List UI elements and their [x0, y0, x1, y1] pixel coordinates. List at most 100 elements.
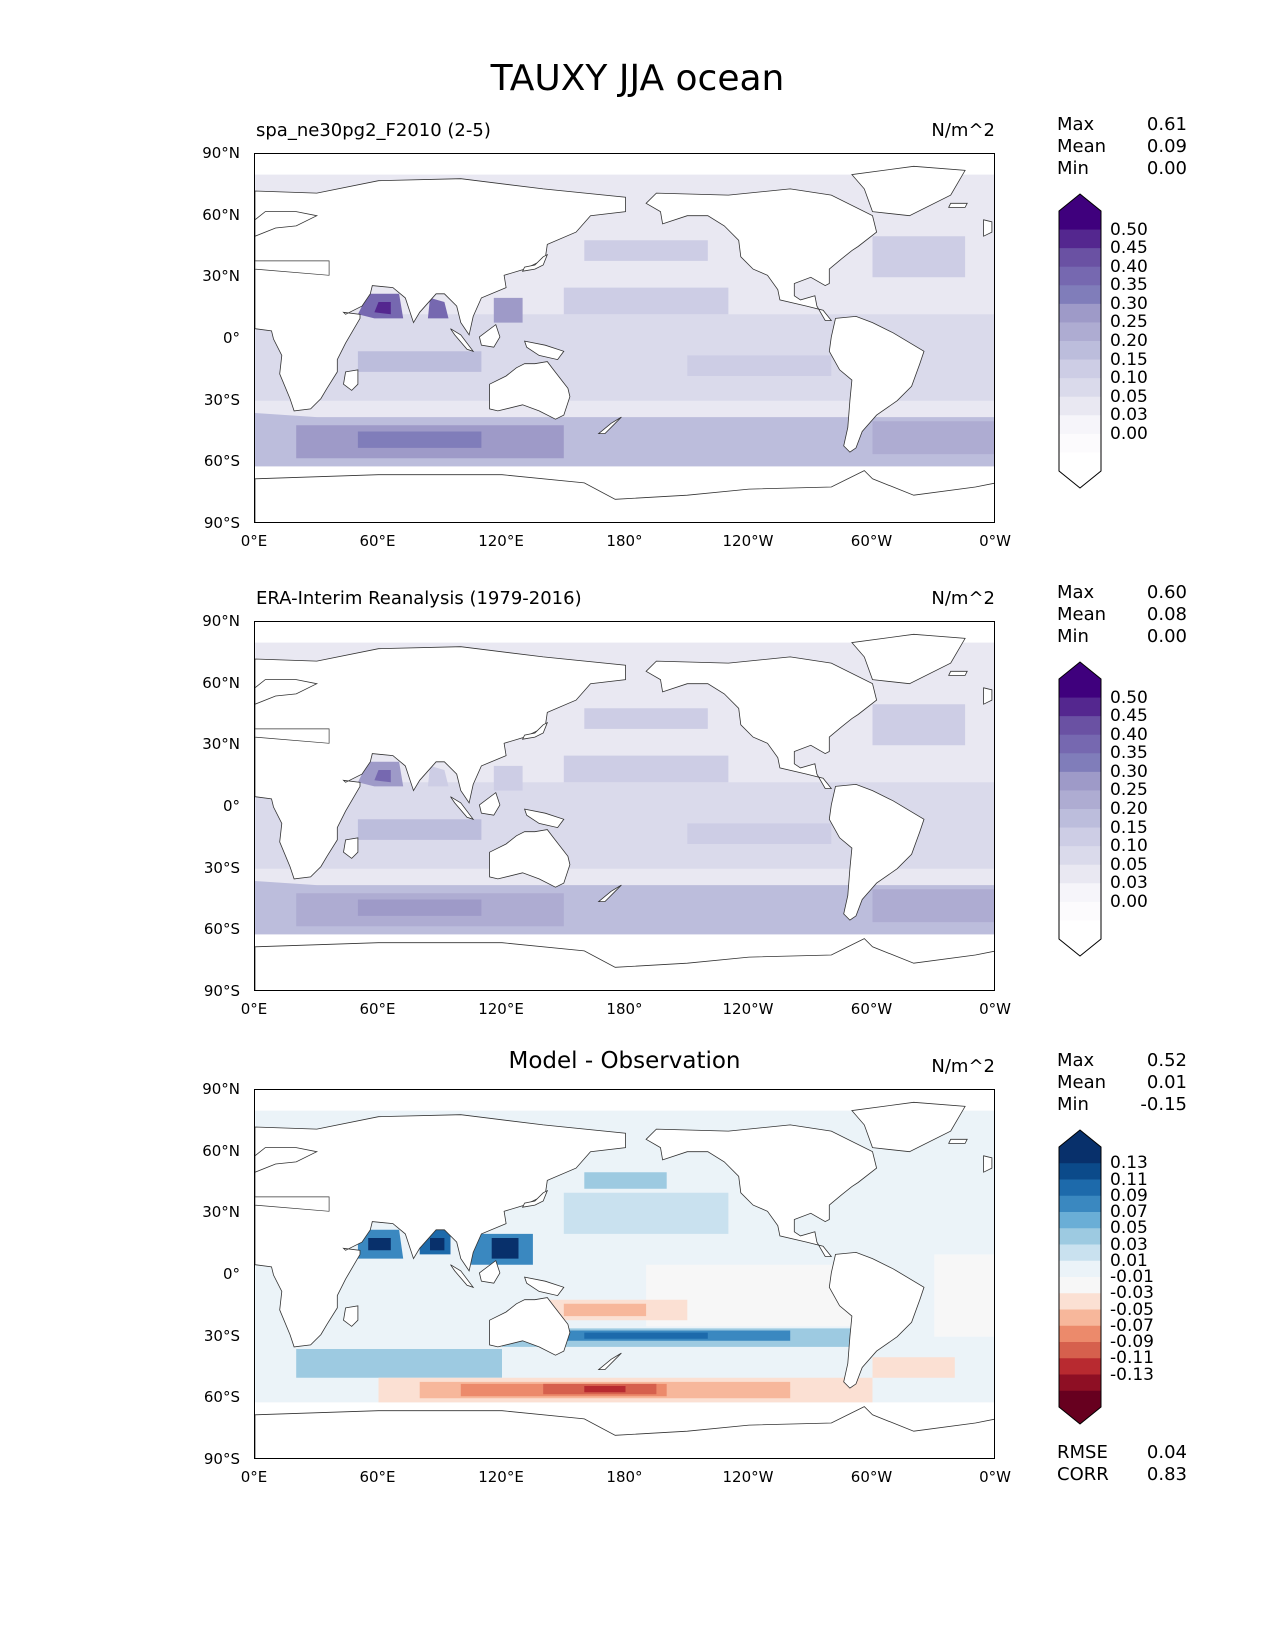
lat-tick-label: 90°S: [203, 982, 240, 1000]
colorbar-tick-label: 0.05: [1110, 854, 1148, 875]
lat-tick-label: 60°N: [202, 1141, 240, 1160]
lon-tick-label: 60°E: [359, 1000, 396, 1018]
colorbar-tick-label: 0.35: [1110, 743, 1148, 764]
stat-min-label: Min: [1057, 626, 1089, 647]
lon-tick-label: 180°: [606, 1000, 643, 1018]
stats-box: Max 0.52 Mean 0.01 Min -0.15: [1057, 1050, 1187, 1116]
colorbar-tick-label: 0.00: [1110, 423, 1148, 444]
colorbar-tick-label: 0.45: [1110, 706, 1148, 727]
stat-max-label: Max: [1057, 582, 1095, 603]
colorbar-swatch: [1059, 901, 1101, 921]
lat-tick-label: 30°S: [203, 1326, 240, 1345]
lat-tick-label: 30°S: [203, 390, 240, 409]
colorbar-tick-label: 0.40: [1110, 256, 1148, 277]
colorbar-swatch: [1059, 229, 1101, 249]
stat-mean-label: Mean: [1057, 1072, 1107, 1093]
colorbar: [1058, 193, 1102, 489]
colorbar-tick-label: 0.05: [1110, 386, 1148, 407]
colorbar-swatch: [1059, 1195, 1101, 1213]
colorbar-swatch: [1059, 846, 1101, 866]
colorbar-tick-label: -0.09: [1110, 1332, 1154, 1352]
colorbar-tick-label: 0.20: [1110, 799, 1148, 819]
colorbar-tick-label: 0.50: [1110, 219, 1148, 240]
colorbar-swatch: [1059, 211, 1101, 231]
colorbar-tick-label: 0.05: [1110, 1218, 1148, 1239]
lon-tick-label: 0°W: [979, 532, 1011, 550]
panel-title: ERA-Interim Reanalysis (1979-2016): [256, 588, 582, 609]
lat-tick-label: 60°S: [203, 920, 240, 939]
colorbar-swatch: [1059, 753, 1101, 773]
lon-tick-label: 0°E: [240, 1468, 268, 1486]
colorbar-tick-label: 0.11: [1110, 1169, 1148, 1190]
colorbar-swatch: [1059, 378, 1101, 398]
colorbar-extend-top: [1059, 662, 1101, 679]
colorbar-tick-label: 0.03: [1110, 1234, 1148, 1255]
colorbar-extend-bottom: [1059, 939, 1101, 956]
panel-units: N/m^2: [931, 588, 995, 609]
colorbar-tick-label: 0.01: [1110, 1250, 1148, 1271]
colorbar-swatch: [1059, 920, 1101, 940]
lon-tick-label: 60°W: [850, 532, 893, 550]
colorbar-swatch: [1059, 266, 1101, 286]
lat-tick-label: 90°N: [202, 612, 240, 630]
colorbar-tick-label: 0.35: [1110, 275, 1148, 296]
colorbar-tick-label: -0.11: [1110, 1348, 1154, 1369]
colorbar-swatch: [1059, 790, 1101, 810]
lat-tick-label: 90°N: [202, 144, 240, 162]
rmse-label: RMSE: [1057, 1442, 1108, 1463]
lat-tick-label: 90°N: [202, 1080, 240, 1098]
coastlines: [255, 1101, 994, 1458]
lon-tick-label: 0°E: [240, 532, 268, 550]
lon-tick-label: 60°W: [850, 1000, 893, 1018]
stat-max-value: 0.52: [1146, 1050, 1187, 1071]
colorbar-swatch: [1059, 322, 1101, 342]
colorbar-swatch: [1059, 1293, 1101, 1310]
colorbar-extend-top: [1059, 194, 1101, 211]
coastlines: [255, 633, 994, 990]
colorbar-tick-label: 0.40: [1110, 724, 1148, 745]
lon-tick-label: 180°: [606, 1468, 643, 1486]
lon-tick-label: 120°E: [478, 532, 524, 550]
colorbar-swatch: [1059, 1390, 1101, 1408]
colorbar-tick-label: 0.25: [1110, 780, 1148, 801]
panel-units: N/m^2: [931, 1056, 995, 1077]
colorbar-tick-label: 0.10: [1110, 836, 1148, 857]
lon-tick-label: 120°W: [722, 1468, 774, 1486]
colorbar-tick-label: 0.25: [1110, 312, 1148, 333]
lon-tick-label: 120°E: [478, 1000, 524, 1018]
colorbar-tick-label: 0.07: [1110, 1202, 1148, 1222]
map-plot: [254, 1089, 995, 1459]
stat-min-value: 0.00: [1146, 626, 1187, 647]
lon-tick-label: 120°W: [722, 532, 774, 550]
map-plot: [254, 153, 995, 523]
lat-tick-label: 90°S: [203, 514, 240, 532]
lat-tick-label: 60°S: [203, 1388, 240, 1407]
colorbar-swatch: [1059, 1212, 1101, 1229]
lon-tick-label: 60°E: [359, 1468, 396, 1486]
colorbar-swatch: [1059, 415, 1101, 435]
colorbar-tick-label: -0.07: [1110, 1315, 1154, 1336]
colorbar-swatch: [1059, 697, 1101, 717]
colorbar-swatch: [1059, 303, 1101, 323]
colorbar-swatch: [1059, 734, 1101, 754]
stat-min-value: 0.00: [1146, 158, 1187, 179]
lat-tick-label: 0°: [222, 1265, 240, 1283]
colorbar-extend-bottom: [1059, 471, 1101, 488]
colorbar-tick-label: 0.50: [1110, 687, 1148, 708]
colorbar-swatch: [1059, 1244, 1101, 1262]
colorbar-swatch: [1059, 1277, 1101, 1294]
lon-tick-label: 120°W: [722, 1000, 774, 1018]
colorbar-tick-label: 0.20: [1110, 331, 1148, 351]
rmse-value: 0.04: [1146, 1442, 1187, 1463]
panel-title: spa_ne30pg2_F2010 (2-5): [256, 120, 491, 141]
stat-max-value: 0.61: [1146, 114, 1187, 135]
corr-value: 0.83: [1146, 1464, 1187, 1485]
colorbar-swatch: [1059, 883, 1101, 903]
figure-title: TAUXY JJA ocean: [490, 58, 785, 99]
colorbar-swatch: [1059, 1325, 1101, 1343]
colorbar-tick-label: 0.30: [1110, 761, 1148, 782]
stat-max-label: Max: [1057, 1050, 1095, 1071]
colorbar-extend-bottom: [1059, 1407, 1101, 1424]
lat-tick-label: 30°N: [202, 267, 240, 286]
stat-mean-label: Mean: [1057, 604, 1107, 625]
